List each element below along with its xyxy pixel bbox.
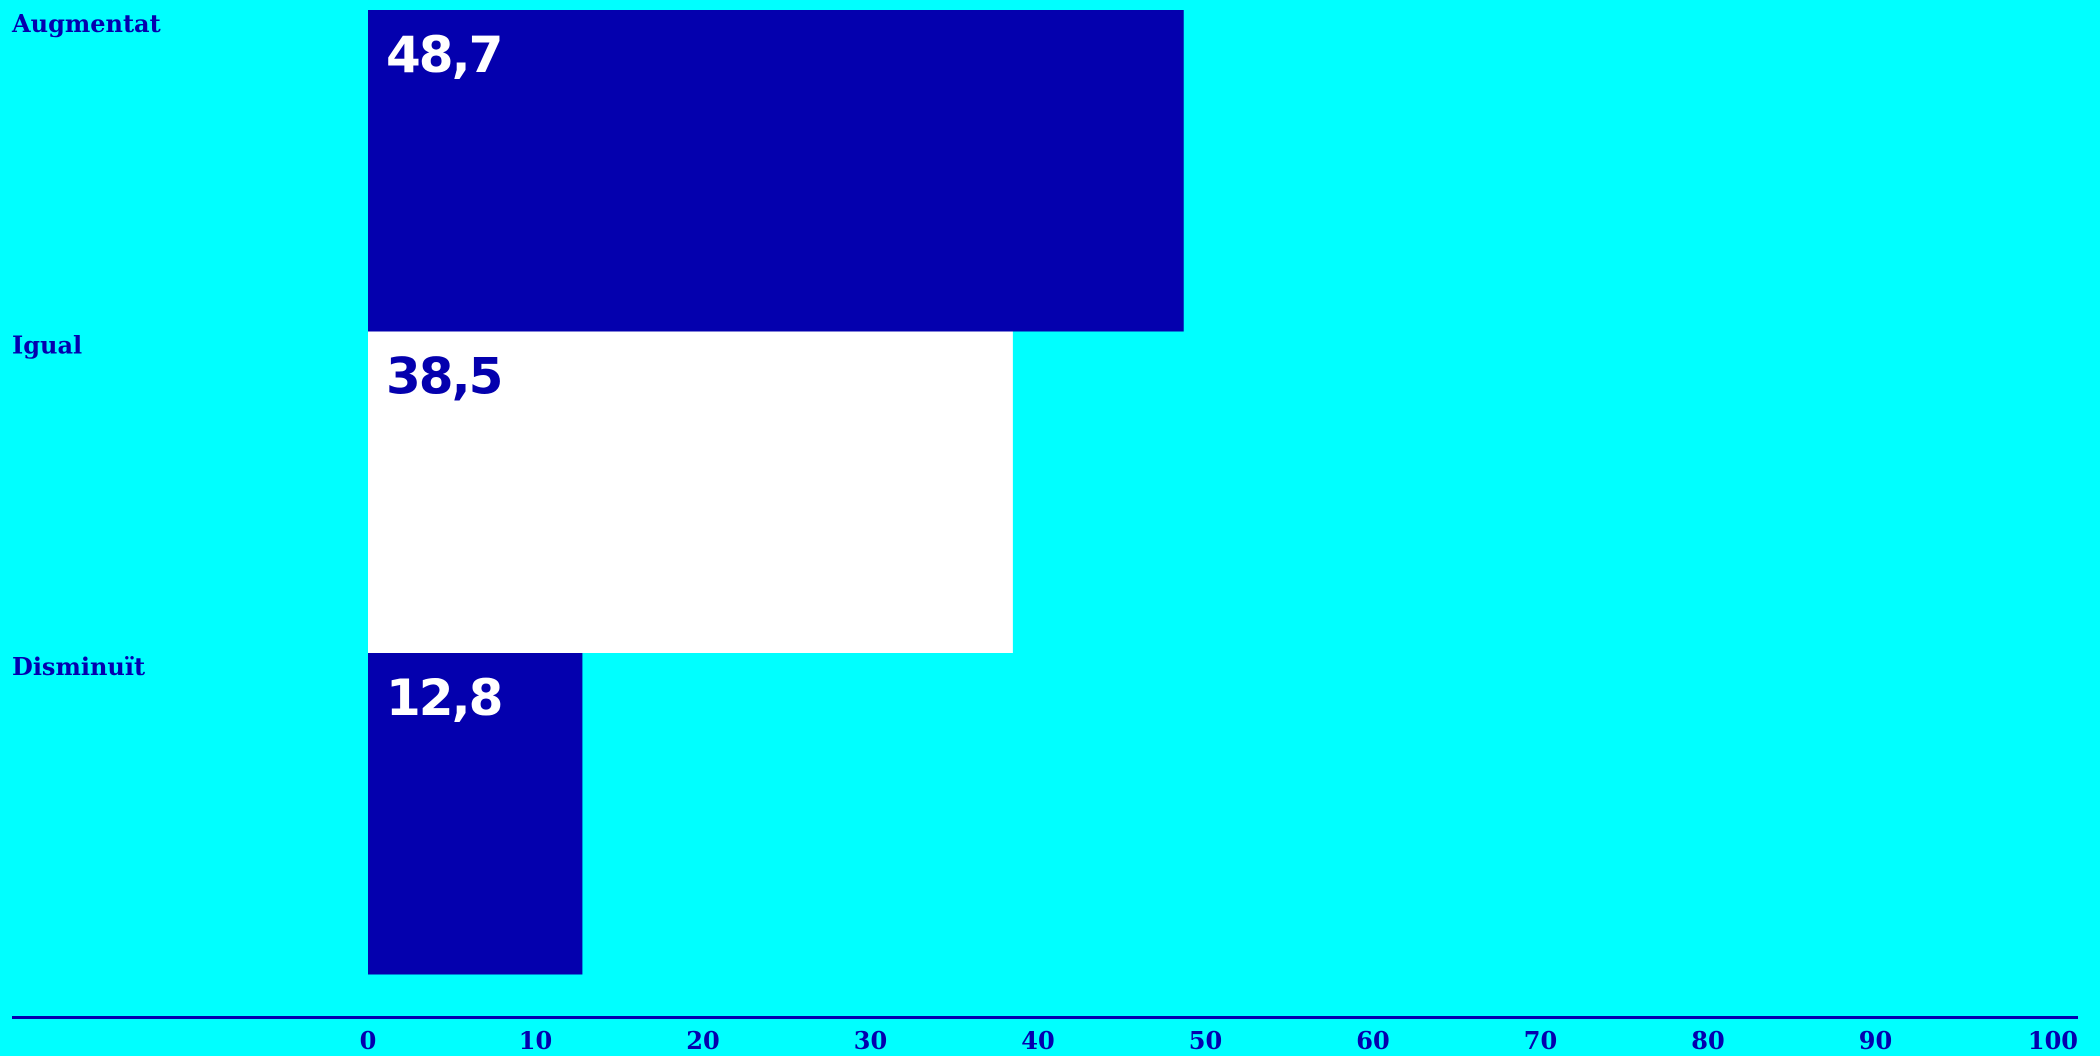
data-label: 12,8: [386, 669, 501, 727]
x-tick-label: 90: [1859, 1026, 1892, 1055]
x-tick-label: 100: [2028, 1026, 2078, 1055]
data-label: 38,5: [386, 348, 501, 406]
bar-disminuït: [368, 653, 583, 975]
x-tick-label: 30: [854, 1026, 887, 1055]
bar-augmentat: [368, 10, 1184, 332]
category-label: Augmentat: [11, 9, 161, 38]
x-tick-label: 10: [519, 1026, 552, 1055]
data-label: 48,7: [386, 26, 501, 84]
x-tick-label: 80: [1691, 1026, 1724, 1055]
x-tick-label: 50: [1189, 1026, 1222, 1055]
x-tick-label: 70: [1524, 1026, 1557, 1055]
category-label: Igual: [12, 331, 82, 360]
x-tick-label: 40: [1021, 1026, 1054, 1055]
x-tick-label: 0: [360, 1026, 377, 1055]
category-label: Disminuït: [12, 652, 145, 681]
x-tick-label: 20: [686, 1026, 719, 1055]
x-tick-label: 60: [1356, 1026, 1389, 1055]
bar-igual: [368, 331, 1013, 653]
